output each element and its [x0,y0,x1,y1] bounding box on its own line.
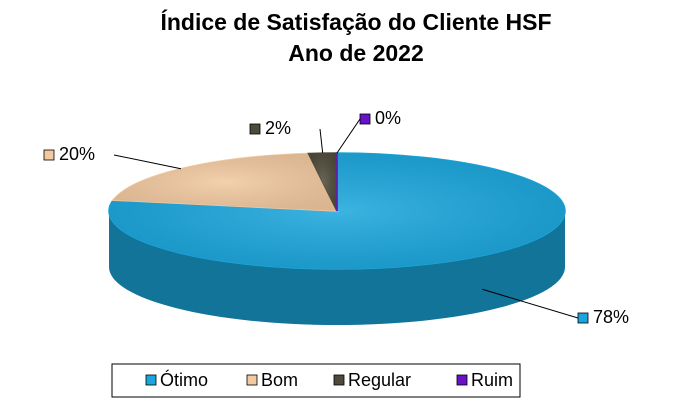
legend-label: Bom [261,370,298,390]
leader-line [482,288,579,319]
leader-line [319,128,324,154]
data-label: 2% [265,118,291,138]
legend-swatch [246,374,258,386]
legend-swatch [456,374,468,386]
legend-swatch [145,374,157,386]
label-swatch [359,113,371,125]
legend-swatch [333,374,345,386]
label-swatch [577,312,589,324]
slice-shine [308,153,337,211]
data-label: 0% [375,108,401,128]
legend-label: Ótimo [160,369,208,390]
legend-label: Regular [348,370,411,390]
slice-side-shade [109,211,565,325]
leader-line [113,154,182,170]
chart-subtitle: Ano de 2022 [288,40,424,66]
slice-shine [113,153,337,211]
data-label: 78% [593,307,629,327]
label-swatch [249,123,261,135]
data-label: 20% [59,144,95,164]
legend-box [111,363,521,398]
leader-line [336,118,361,154]
slice-side [109,211,565,325]
label-swatch [43,149,55,161]
legend-label: Ruim [471,370,513,390]
chart-title: Índice de Satisfação do Cliente HSF [160,8,551,35]
